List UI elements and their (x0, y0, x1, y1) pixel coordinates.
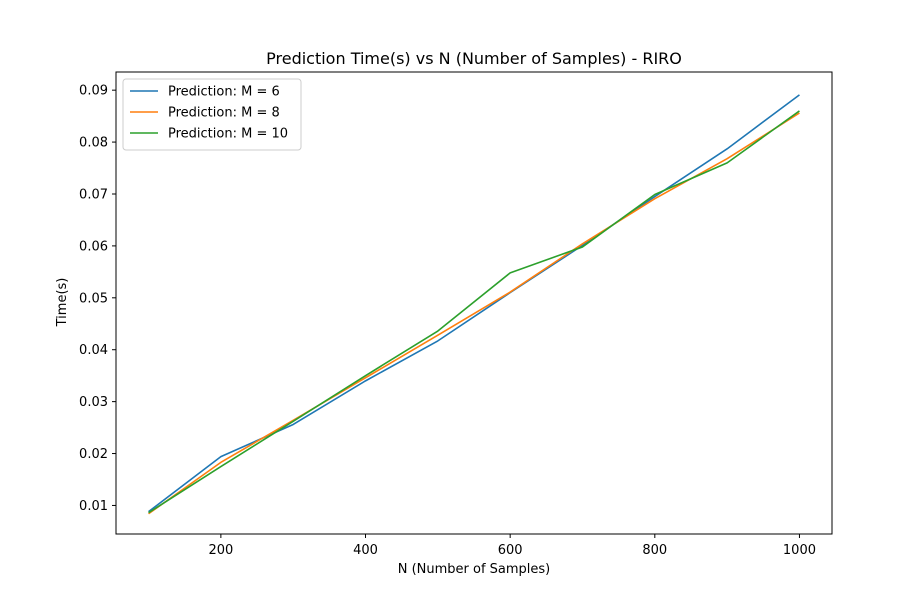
y-tick-label: 0.06 (79, 239, 108, 254)
legend-label-3: Prediction: M = 10 (168, 127, 288, 142)
axes-frame (115, 71, 833, 535)
y-tick-label: 0.08 (79, 136, 108, 151)
y-tick-label: 0.01 (79, 499, 108, 514)
series-line-3 (148, 110, 800, 514)
y-tick-label: 0.09 (79, 84, 108, 99)
y-tick-label: 0.02 (79, 447, 108, 462)
x-tick-label: 400 (353, 543, 378, 558)
x-axis-label: N (Number of Samples) (398, 562, 551, 577)
y-tick-label: 0.07 (79, 187, 108, 202)
chart-title: Prediction Time(s) vs N (Number of Sampl… (266, 49, 682, 68)
y-axis-label: Time(s) (55, 278, 70, 328)
x-tick-label: 800 (642, 543, 667, 558)
plot-area (148, 94, 800, 515)
x-tick-label: 600 (498, 543, 523, 558)
legend: Prediction: M = 6 Prediction: M = 8 Predic… (122, 78, 302, 151)
y-tick-label: 0.03 (79, 395, 108, 410)
axes: 200 400 600 800 1000 0.01 0.02 0.03 0.04 0.05 0.06… (79, 71, 833, 558)
legend-label-1: Prediction: M = 6 (168, 85, 280, 100)
y-tick-label: 0.05 (79, 291, 108, 306)
legend-label-2: Prediction: M = 8 (168, 106, 280, 121)
legend-box (122, 78, 302, 151)
x-tick-label: 1000 (783, 543, 816, 558)
x-tick-label: 200 (208, 543, 233, 558)
y-tick-label: 0.04 (79, 343, 108, 358)
